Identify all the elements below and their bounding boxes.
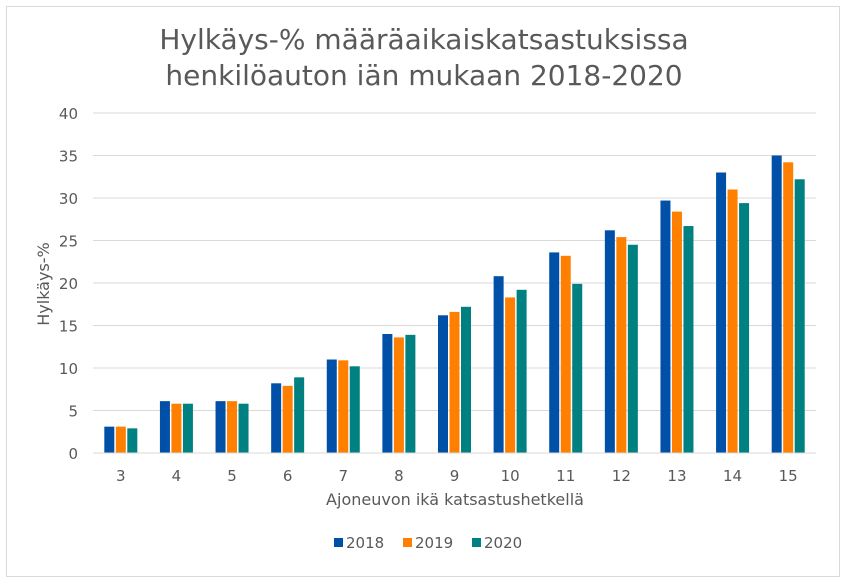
y-tick-label: 30 xyxy=(59,190,78,208)
y-tick-label: 40 xyxy=(59,105,78,123)
x-tick-label: 4 xyxy=(172,467,182,485)
legend-label: 2018 xyxy=(346,534,384,552)
x-tick-label: 12 xyxy=(612,467,631,485)
y-tick-label: 10 xyxy=(59,360,78,378)
bar-2020-12 xyxy=(627,244,638,453)
bar-2020-10 xyxy=(516,289,527,453)
x-tick-label: 14 xyxy=(723,467,742,485)
y-axis-label: Hylkäys-% xyxy=(34,242,53,326)
bar-2019-11 xyxy=(560,255,571,453)
x-tick-label: 15 xyxy=(779,467,798,485)
legend-label: 2020 xyxy=(484,534,522,552)
y-tick-label: 25 xyxy=(59,233,78,251)
y-axis-tick-labels: 0 5 10 15 20 25 30 35 40 xyxy=(59,105,78,463)
bar-2019-15 xyxy=(783,162,794,454)
x-tick-label: 9 xyxy=(450,467,460,485)
bar-2020-7 xyxy=(349,366,360,453)
bar-2018-7 xyxy=(326,359,337,453)
y-tick-label: 15 xyxy=(59,318,78,336)
bar-2018-10 xyxy=(493,276,504,453)
legend-swatch-2020 xyxy=(472,538,481,547)
bar-2020-8 xyxy=(405,334,416,453)
bar-2018-14 xyxy=(716,172,727,453)
y-tick-label: 0 xyxy=(68,445,78,463)
bar-2020-11 xyxy=(572,283,583,453)
bar-2020-9 xyxy=(461,306,471,453)
bar-2018-13 xyxy=(660,200,671,453)
bar-2018-11 xyxy=(549,252,560,453)
bar-2019-13 xyxy=(671,211,682,453)
bar-2018-5 xyxy=(215,401,226,453)
bar-2020-6 xyxy=(294,377,305,453)
x-tick-label: 10 xyxy=(501,467,520,485)
chart-title: Hylkäys-% määräaikaiskatsastuksissa henk… xyxy=(0,22,848,94)
bar-2019-5 xyxy=(227,401,238,453)
chart-frame xyxy=(6,6,840,577)
bar-2020-13 xyxy=(683,226,694,453)
bar-2019-12 xyxy=(616,237,627,453)
bars xyxy=(104,155,805,454)
bar-2020-4 xyxy=(182,403,193,453)
y-tick-label: 5 xyxy=(68,403,78,421)
bar-2019-7 xyxy=(338,360,349,453)
legend: 2018 2019 2020 xyxy=(334,534,522,552)
legend-swatch-2019 xyxy=(403,538,412,547)
x-axis-label: Ajoneuvon ikä katsastushetkellä xyxy=(326,490,584,509)
chart-title-line-1: Hylkäys-% määräaikaiskatsastuksissa xyxy=(159,23,689,56)
bar-2018-4 xyxy=(159,401,170,453)
bar-2019-4 xyxy=(171,403,182,453)
bar-2018-9 xyxy=(438,315,448,453)
bar-2019-9 xyxy=(449,311,460,453)
x-tick-label: 5 xyxy=(227,467,237,485)
legend-swatch-2018 xyxy=(334,538,343,547)
bar-2018-15 xyxy=(771,155,782,453)
bar-2020-14 xyxy=(739,203,750,453)
bar-2018-3 xyxy=(104,426,115,453)
x-axis-tick-labels: 3 4 5 6 7 8 9 10 11 12 13 14 15 xyxy=(116,467,798,485)
bar-2019-8 xyxy=(393,337,404,453)
bar-2018-6 xyxy=(271,383,282,453)
bar-2019-6 xyxy=(282,385,293,453)
bar-2019-10 xyxy=(505,297,516,453)
x-tick-label: 7 xyxy=(338,467,348,485)
bar-2020-3 xyxy=(127,428,138,453)
x-tick-label: 3 xyxy=(116,467,126,485)
bar-2019-14 xyxy=(727,189,738,453)
chart-title-line-2: henkilöauton iän mukaan 2018-2020 xyxy=(165,59,683,92)
x-tick-label: 6 xyxy=(283,467,293,485)
y-tick-label: 20 xyxy=(59,275,78,293)
bar-2018-8 xyxy=(382,334,393,453)
y-tick-label: 35 xyxy=(59,148,78,166)
bar-2019-3 xyxy=(115,426,126,453)
bar-2018-12 xyxy=(604,230,615,453)
bar-2020-15 xyxy=(794,179,805,454)
bar-2020-5 xyxy=(238,403,249,453)
legend-label: 2019 xyxy=(415,534,453,552)
x-tick-label: 8 xyxy=(394,467,404,485)
x-tick-label: 11 xyxy=(556,467,575,485)
x-tick-label: 13 xyxy=(667,467,686,485)
